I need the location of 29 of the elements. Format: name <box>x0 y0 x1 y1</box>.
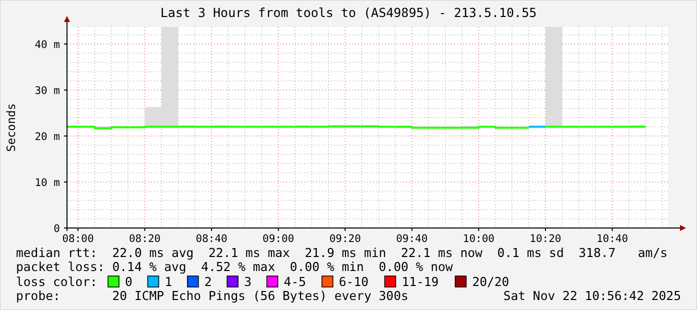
x-tick-label: 08:20 <box>128 233 161 245</box>
text: Sat Nov 22 10:56:42 2025 <box>503 289 681 303</box>
legend-label: 2 <box>204 275 212 289</box>
y-tick-label: 30 m <box>34 85 60 98</box>
chart-title: Last 3 Hours from tools to (AS49895) - 213.5.10.55 <box>160 5 537 20</box>
y-tick-label: 20 m <box>34 131 60 144</box>
legend-label: 20/20 <box>472 275 510 289</box>
x-tick-label: 09:40 <box>396 233 428 245</box>
y-tick-label: 10 m <box>34 177 60 190</box>
y-tick-label: 0 <box>54 223 60 235</box>
x-tick-label: 10:20 <box>530 233 562 245</box>
text: packet loss: 0.14 % avg 4.52 % max 0.00 % min 0.00 % now <box>16 260 454 274</box>
y-tick-label: 40 m <box>34 39 60 52</box>
legend-title: loss color: <box>16 275 98 289</box>
x-tick-label: 09:20 <box>329 233 361 245</box>
legend-label: 3 <box>244 275 252 289</box>
legend-label: 6-10 <box>338 275 369 289</box>
text: probe: 20 ICMP Echo Pings (56 Bytes) every 300s <box>16 289 408 303</box>
y-axis-title: Seconds <box>4 103 18 152</box>
legend-label: 11-19 <box>402 275 439 289</box>
x-tick-label: 10:40 <box>596 233 628 245</box>
legend-label: 4-5 <box>284 275 306 289</box>
x-tick-label: 09:00 <box>262 233 294 245</box>
legend-label: 1 <box>164 275 172 289</box>
x-tick-label: 08:40 <box>196 233 228 245</box>
text: median rtt: 22.0 ms avg 22.1 ms max 21.9 ms min 22.1 ms now 0.1 ms sd 318.7 am/s <box>16 246 668 260</box>
legend-label: 0 <box>125 275 132 289</box>
x-tick-label: 10:00 <box>462 233 494 245</box>
x-tick-label: 08:00 <box>62 233 94 245</box>
